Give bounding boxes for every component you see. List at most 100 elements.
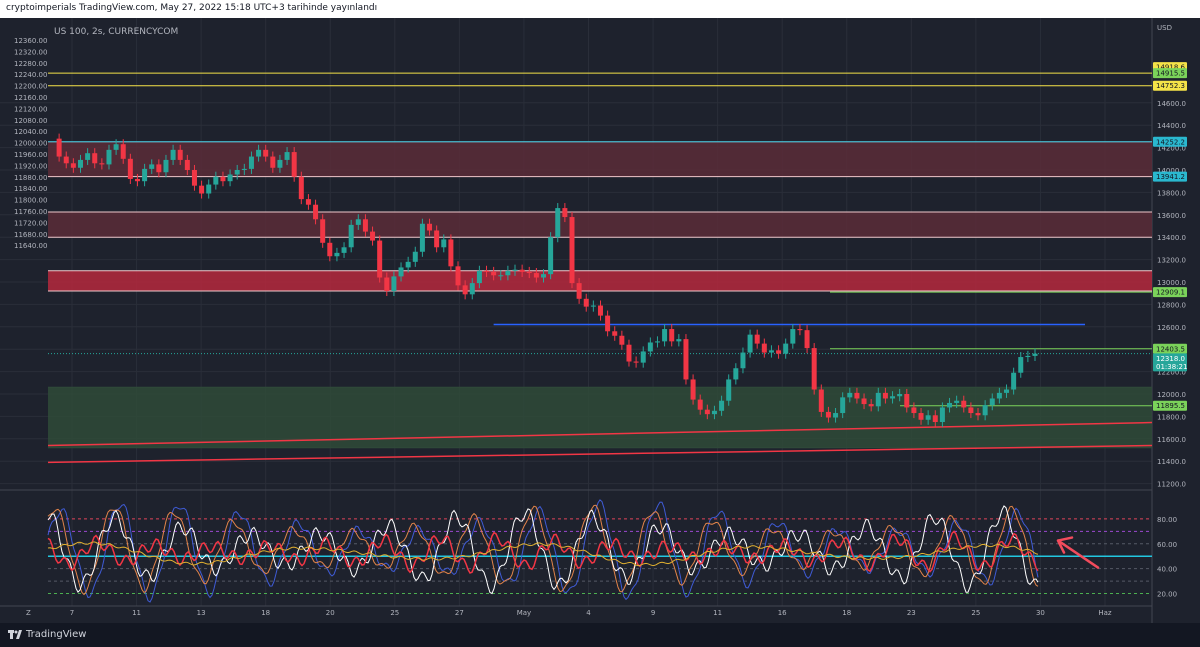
candle-body <box>654 341 660 343</box>
candle-body <box>191 170 197 186</box>
tradingview-logo-icon <box>8 630 22 639</box>
candle-body <box>669 329 675 342</box>
candle-body <box>590 305 596 307</box>
osc-axis-tick: 80.00 <box>1157 516 1177 524</box>
right-axis-tick: 14000.0 <box>1157 167 1186 175</box>
candle-body <box>633 361 639 363</box>
candle-body <box>455 266 461 286</box>
price-badge-value: 13941.2 <box>1156 173 1185 181</box>
candle-body <box>968 407 974 414</box>
right-axis-tick: 13600.0 <box>1157 212 1186 220</box>
candle-body <box>149 164 155 169</box>
left-axis-tick: 11760.00 <box>14 208 47 216</box>
price-zone <box>48 270 1152 291</box>
candle-body <box>320 219 326 243</box>
osc-axis-tick: 60.00 <box>1157 541 1177 549</box>
candle-body <box>134 178 140 182</box>
candle-body <box>1025 355 1031 358</box>
candle-body <box>548 237 554 275</box>
candle-body <box>975 413 981 416</box>
right-axis-tick: 12200.0 <box>1157 369 1186 377</box>
left-axis-tick: 12200.00 <box>14 83 47 91</box>
candle-body <box>156 164 162 173</box>
candle-body <box>583 298 589 307</box>
time-axis-tick: Haz <box>1098 609 1112 617</box>
candle-body <box>576 283 582 299</box>
left-axis-tick: 12320.00 <box>14 48 47 56</box>
candle-body <box>512 269 518 271</box>
candle-body <box>70 163 76 168</box>
osc-yellow-line <box>47 541 1039 567</box>
candle-body <box>740 352 746 369</box>
candle-body <box>626 344 632 362</box>
candle-body <box>220 176 226 182</box>
candle-body <box>776 350 782 354</box>
candle-body <box>92 153 98 164</box>
currency-label: USD <box>1157 24 1172 32</box>
zones-layer <box>48 141 1152 449</box>
price-badge <box>1153 353 1187 372</box>
candle-body <box>875 392 881 407</box>
candle-body <box>961 400 967 408</box>
candle-body <box>797 329 803 331</box>
price-badge <box>1153 80 1187 91</box>
left-axis-tick: 12360.00 <box>14 37 47 45</box>
candle-body <box>170 149 176 160</box>
time-axis-tick: 11 <box>132 609 141 617</box>
price-badge-countdown: 01:38:21 <box>1156 363 1187 371</box>
candle-body <box>427 223 433 231</box>
candle-body <box>868 404 874 407</box>
candle-body <box>469 283 475 295</box>
candle-body <box>355 219 361 225</box>
left-axis-tick: 11640.00 <box>14 242 47 250</box>
publish-caption: cryptoimperials TradingView.com, May 27,… <box>6 3 378 13</box>
right-axis-tick: 14200.0 <box>1157 145 1186 153</box>
candle-body <box>704 409 710 415</box>
candle-body <box>391 276 397 291</box>
candle-body <box>840 397 846 414</box>
time-axis-tick: 9 <box>651 609 655 617</box>
candle-body <box>996 392 1002 399</box>
price-zone <box>48 212 1152 238</box>
time-axis-tick: 25 <box>971 609 980 617</box>
candle-body <box>519 269 525 272</box>
right-axis-tick: 11400.0 <box>1157 458 1186 466</box>
left-axis-tick: 12040.00 <box>14 128 47 136</box>
chart-canvas[interactable]: 12360.00 12320.00 12280.00 12240.00 12200.00… <box>0 18 1200 623</box>
price-badge <box>1153 136 1187 147</box>
candle-body <box>334 252 340 257</box>
time-axis-tick: 30 <box>1036 609 1045 617</box>
candle-body <box>783 343 789 354</box>
right-axis-tick: 11600.0 <box>1157 436 1186 444</box>
candle-body <box>790 329 796 344</box>
price-badge-value: 14252.2 <box>1156 138 1185 146</box>
candle-body <box>177 149 183 160</box>
candle-body <box>398 267 404 277</box>
candle-body <box>854 392 860 399</box>
candle-body <box>676 339 682 342</box>
candle-body <box>263 149 269 157</box>
candle-body <box>526 271 532 274</box>
candle-body <box>597 305 603 316</box>
candle-body <box>897 394 903 397</box>
candle-body <box>947 402 953 408</box>
osc-white-line <box>47 505 1039 595</box>
candle-body <box>619 335 625 345</box>
candle-body <box>384 277 390 291</box>
price-badge-value: 12909.1 <box>1156 289 1185 297</box>
left-axis-tick: 11680.00 <box>14 231 47 239</box>
time-axis-tick: 4 <box>586 609 591 617</box>
candle-body <box>761 343 767 353</box>
right-axis-tick: 13400.0 <box>1157 234 1186 242</box>
candle-body <box>313 204 319 220</box>
trendline <box>47 421 1153 447</box>
footer-bar <box>0 623 1200 647</box>
candle-body <box>434 230 440 248</box>
candle-body <box>99 163 105 165</box>
time-axis-tick: 23 <box>907 609 916 617</box>
left-axis-tick: 11880.00 <box>14 174 47 182</box>
candle-body <box>726 379 732 401</box>
left-axis-tick: 11960.00 <box>14 151 47 159</box>
candle-body <box>248 156 254 169</box>
candle-body <box>925 415 931 420</box>
